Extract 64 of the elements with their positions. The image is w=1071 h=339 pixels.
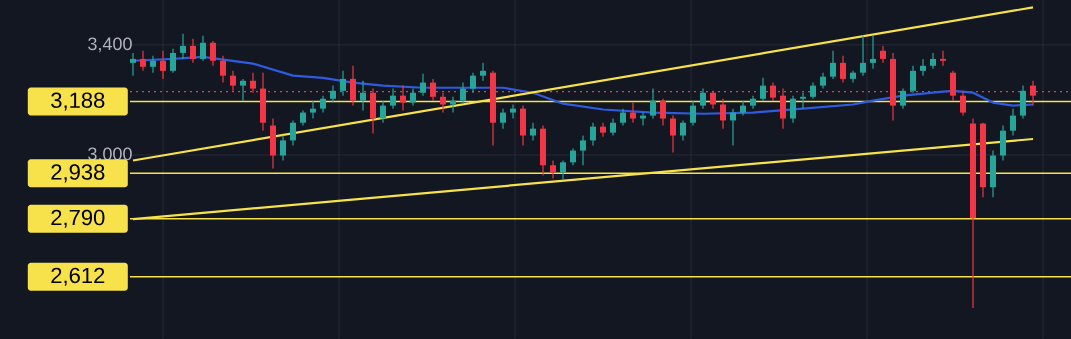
candlestick	[580, 134, 586, 166]
candlestick	[200, 35, 206, 62]
candlestick	[860, 35, 867, 77]
candlestick	[280, 134, 286, 162]
candlestick	[930, 52, 937, 70]
candlestick	[560, 159, 566, 181]
candlestick	[150, 55, 156, 74]
candlestick	[720, 98, 727, 130]
candlestick	[220, 55, 226, 84]
candlestick	[690, 100, 697, 127]
candlestick	[170, 48, 176, 74]
candlestick	[350, 65, 356, 107]
candlestick	[950, 70, 957, 102]
candlestick	[660, 98, 667, 127]
candlestick	[390, 87, 396, 110]
candlestick	[920, 58, 927, 77]
candlestick	[630, 101, 637, 124]
candlestick	[470, 72, 476, 94]
candlestick	[140, 50, 146, 72]
candlestick	[380, 100, 386, 124]
candlestick	[210, 40, 216, 67]
candlestick	[530, 122, 536, 142]
candlestick	[640, 111, 647, 127]
candlestick	[840, 55, 847, 84]
candlestick	[600, 122, 607, 138]
candlestick	[360, 80, 366, 112]
candlestick	[910, 65, 917, 94]
candlestick	[480, 62, 486, 82]
ref-line-label: 2,612	[51, 267, 105, 286]
candlestick	[240, 78, 246, 102]
candlestick	[800, 92, 807, 110]
candlestick	[830, 50, 837, 80]
ref-line-label: 2,790	[51, 209, 105, 228]
candlestick	[130, 52, 136, 77]
candlestick	[340, 70, 346, 97]
candlestick	[900, 87, 907, 110]
candlestick	[760, 77, 767, 102]
candlestick	[550, 159, 556, 180]
candlestick	[670, 115, 677, 154]
candlestick	[420, 73, 426, 97]
candlestick	[650, 87, 657, 120]
candlestick	[330, 85, 336, 104]
candlestick	[790, 95, 797, 124]
candlestick	[310, 100, 316, 120]
candlestick	[940, 50, 947, 67]
candlestick	[190, 38, 196, 64]
y-tick-label: 3,000	[88, 147, 132, 163]
candlestick	[700, 87, 707, 110]
candlestick	[180, 33, 186, 60]
candlestick	[880, 45, 887, 64]
candlestick	[160, 50, 166, 80]
y-tick-label: 3,400	[88, 37, 132, 53]
candlestick	[290, 119, 296, 147]
candlestick	[500, 108, 506, 130]
candlestick	[510, 103, 516, 120]
candlestick	[770, 81, 777, 102]
ref-line-label: 3,188	[51, 92, 105, 111]
candlestick	[960, 90, 967, 117]
candlestick	[460, 81, 466, 105]
ref-line-label: 2,938	[51, 164, 105, 183]
candlestick	[590, 122, 596, 147]
candlestick	[1010, 108, 1017, 137]
candlestick	[680, 119, 687, 142]
candlestick	[870, 35, 877, 70]
